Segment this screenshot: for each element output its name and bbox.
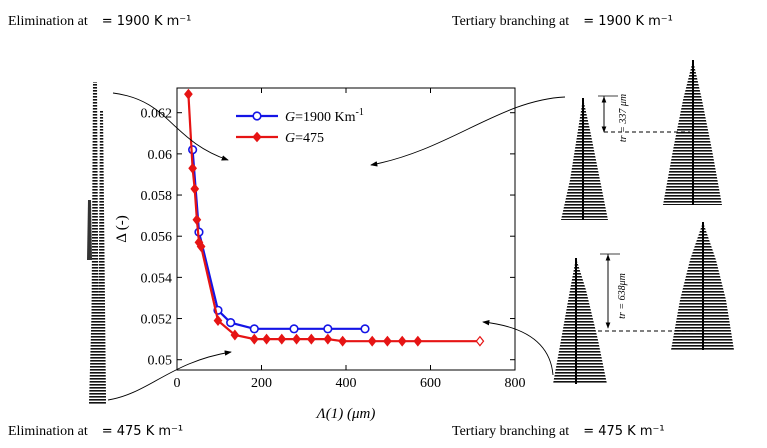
arrow-bottom-left xyxy=(107,350,232,401)
arrow-top-left xyxy=(112,92,229,161)
data-point-red xyxy=(367,335,377,347)
x-tick-label: 200 xyxy=(251,376,272,391)
dendrite-image-bottom-left xyxy=(89,258,106,404)
x-tick-label: 0 xyxy=(174,376,181,391)
caption-bottom-left-value: = 475 K m⁻¹ xyxy=(101,424,184,439)
data-point-red xyxy=(413,335,423,347)
caption-bottom-right-text: Tertiary branching at xyxy=(452,424,570,439)
data-point-blue xyxy=(226,318,236,328)
data-point-red xyxy=(196,241,206,252)
data-point-red xyxy=(383,335,392,347)
data-point-red xyxy=(192,214,202,226)
x-tick-label: 800 xyxy=(505,376,526,391)
data-point-red xyxy=(262,333,271,345)
data-point-red xyxy=(338,335,347,347)
data-point-red xyxy=(292,333,301,345)
y-tick-label: 0.05 xyxy=(148,354,173,369)
data-point-blue xyxy=(289,324,299,334)
y-tick-label: 0.054 xyxy=(141,271,173,286)
x-tick-label: 400 xyxy=(336,376,357,391)
y-tick-label: 0.052 xyxy=(141,313,173,328)
dendrite-image-top-right-2 xyxy=(663,60,722,205)
svg-text:tr = 337 μm: tr = 337 μm xyxy=(618,94,629,142)
series-layer xyxy=(184,88,485,347)
svg-text:tr = 638μm: tr = 638μm xyxy=(617,273,628,319)
caption-top-right-text: Tertiary branching at xyxy=(452,14,570,29)
x-ticks: 0 200 400 600 800 xyxy=(174,88,526,391)
caption-bottom-left: Elimination at = 475 K m⁻¹ xyxy=(8,424,183,440)
data-point-red xyxy=(190,183,200,195)
arrow-top-right xyxy=(370,96,566,167)
legend-marker-blue xyxy=(252,111,262,121)
y-axis-label: Δ (-) xyxy=(114,215,130,243)
caption-top-left: Elimination at = 1900 K m⁻¹ xyxy=(8,14,191,30)
data-point-red xyxy=(188,162,198,174)
data-point-blue xyxy=(323,324,333,334)
dendrite-image-bottom-right-2 xyxy=(671,222,734,350)
caption-bottom-right: Tertiary branching at = 475 K m⁻¹ xyxy=(452,424,665,440)
data-point-blue xyxy=(360,324,370,334)
caption-top-left-value: = 1900 K m⁻¹ xyxy=(101,14,192,29)
data-point-red xyxy=(184,88,193,100)
data-point-red xyxy=(230,329,240,341)
y-tick-label: 0.062 xyxy=(141,107,173,122)
data-point-red xyxy=(475,335,485,347)
data-point-blue xyxy=(249,324,259,334)
dendrite-image-top-right-1 xyxy=(561,98,608,220)
y-tick-label: 0.06 xyxy=(148,148,173,163)
arrow-bottom-right xyxy=(482,319,554,376)
data-point-red xyxy=(323,333,333,345)
tr-annotation-bottom: tr = 638μm xyxy=(598,253,700,332)
data-point-red xyxy=(249,333,259,345)
data-point-red xyxy=(213,315,223,327)
caption-bottom-left-text: Elimination at xyxy=(8,424,88,439)
y-tick-label: 0.058 xyxy=(141,189,173,204)
caption-bottom-right-value: = 475 K m⁻¹ xyxy=(583,424,665,439)
legend-text-blue: G=1900 Km-1 xyxy=(285,107,364,125)
caption-top-right: Tertiary branching at = 1900 K m⁻¹ xyxy=(452,14,673,30)
caption-top-left-text: Elimination at xyxy=(8,14,88,29)
data-point-red xyxy=(306,333,316,345)
x-tick-label: 600 xyxy=(420,376,441,391)
legend-marker-red xyxy=(252,131,262,143)
caption-top-right-value: = 1900 K m⁻¹ xyxy=(583,14,673,29)
y-tick-label: 0.056 xyxy=(141,230,173,245)
connector-arrows xyxy=(107,92,566,401)
legend: G=1900 Km-1 G=475 xyxy=(236,107,364,146)
y-ticks: 0.05 0.052 0.054 0.056 0.058 0.06 0.062 xyxy=(141,107,515,369)
dendrite-image-bottom-right-1 xyxy=(553,258,607,384)
series-line-2 xyxy=(187,94,480,343)
series-line-1 xyxy=(191,149,365,330)
tr-annotation-top: tr = 337 μm xyxy=(598,94,690,142)
legend-text-red: G=475 xyxy=(285,131,324,146)
data-point-red xyxy=(397,335,407,347)
x-axis-label: Λ(1) (μm) xyxy=(315,406,376,422)
data-point-red xyxy=(277,333,287,345)
